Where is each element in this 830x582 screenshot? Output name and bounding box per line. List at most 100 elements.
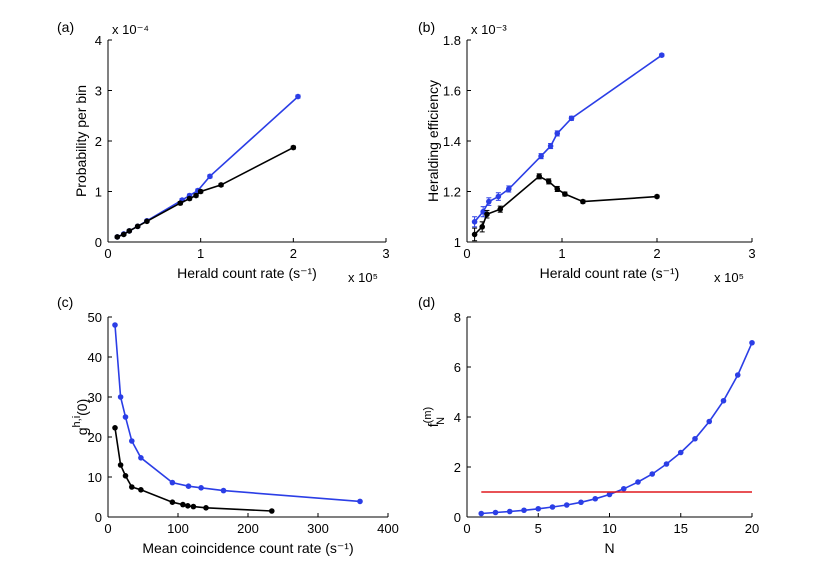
data-point-black [120,231,127,238]
data-point-black [545,178,552,185]
y-tick-label: 1.8 [443,33,461,48]
data-point-blue [495,193,502,200]
series-line-black [114,427,272,512]
data-point-blue [538,153,544,159]
series-line-blue [116,96,299,238]
x-tick-label: 0 [463,521,470,536]
data-point-blue [122,414,129,420]
data-point-black [471,231,478,238]
data-point-black [197,188,204,195]
data-point-blue [578,499,584,506]
data-point-blue [677,449,684,456]
x-tick-label: 0 [104,521,111,536]
data-point-black [126,228,133,234]
data-point-blue [506,508,513,515]
y-tick-label: 3 [95,84,102,99]
y-axis-label: Probability per bin [73,85,89,197]
data-point-black [562,191,568,197]
y-tick-label: 4 [454,410,461,425]
y-axis-label: f(m)N [422,407,447,427]
y-tick-label: 40 [88,350,102,365]
data-point-blue [112,322,118,328]
y-tick-label: 2 [454,460,461,475]
data-point-blue [620,485,627,492]
panel-c: 0 100 200 300 400 0 10 20 30 40 50 (c) Mean coincide… [57,294,399,556]
y-tick-label: 20 [88,430,102,445]
data-point-blue [138,455,144,461]
data-point-blue [592,495,599,502]
data-point-black [177,200,184,206]
data-point-blue [207,173,213,180]
data-point-black [129,484,135,490]
x-tick-label: 2 [653,246,660,261]
y-tick-label: 30 [88,390,102,405]
data-point-black [190,503,197,510]
x-tick-label: 5 [535,521,542,536]
series-line-blue [473,54,663,223]
x-axis-label: Mean coincidence count rate (s⁻¹) [142,540,353,556]
y-tick-label: 0 [454,510,461,525]
data-point-blue [169,479,176,486]
y-tick-label: 1 [454,235,461,250]
series-line-blue [481,342,753,515]
data-point-black [122,473,129,479]
x-tick-label: 100 [167,521,189,536]
data-point-blue [554,130,561,137]
data-point-blue [649,471,656,477]
x-axis-multiplier: x 10⁵ [714,270,744,285]
data-point-blue [658,52,665,58]
data-point-blue [734,372,741,378]
data-point-blue [506,186,512,192]
data-point-black [554,186,561,192]
y-axis-label-main: f [425,423,441,427]
data-point-black [479,224,486,230]
data-point-blue [606,491,613,498]
data-point-black [186,195,193,202]
data-point-blue [198,485,204,491]
panel-a: 0 1 2 3 0 1 2 3 4 (a) Herald count rate (s⁻¹) Proba… [57,19,390,285]
data-point-black [497,206,504,212]
y-axis-label-main: Heralding efficiency [425,80,441,202]
y-tick-label: 6 [454,360,461,375]
y-tick-label: 10 [88,470,102,485]
panel-label: (d) [418,294,435,310]
data-point-blue [129,438,135,444]
x-tick-label: 10 [602,521,616,536]
data-point-black [114,234,121,240]
data-point-blue [185,483,192,490]
y-axis-multiplier: x 10⁻⁴ [112,22,149,37]
data-point-black [185,503,191,509]
y-tick-label: 1.2 [443,185,461,200]
y-tick-label: 2 [95,134,102,149]
x-tick-label: 1 [197,246,204,261]
x-tick-label: 15 [674,521,688,536]
x-tick-label: 1 [558,246,565,261]
panel-label: (c) [57,294,73,310]
x-tick-label: 200 [237,521,259,536]
data-point-blue [720,397,727,404]
data-point-blue [547,143,554,149]
data-point-black [134,223,141,230]
x-tick-label: 400 [377,521,399,536]
x-tick-label: 0 [104,246,111,261]
data-point-black [112,425,118,431]
y-axis-multiplier: x 10⁻³ [471,22,507,37]
data-point-blue [220,487,227,494]
panel-label: (a) [57,19,74,35]
data-point-blue [749,339,755,346]
y-tick-label: 1.4 [443,134,461,149]
data-point-blue [521,507,527,514]
data-point-black [169,499,176,506]
data-point-blue [478,510,485,517]
y-tick-label: 1 [95,185,102,200]
x-tick-label: 3 [748,246,755,261]
data-point-blue [635,479,641,485]
y-axis-label-subscript: N [435,417,447,425]
data-point-blue [549,504,556,510]
panel-label: (b) [418,19,435,35]
data-point-black [654,193,660,200]
y-tick-label: 0 [95,235,102,250]
x-tick-label: 0 [463,246,470,261]
y-tick-label: 8 [454,310,461,325]
